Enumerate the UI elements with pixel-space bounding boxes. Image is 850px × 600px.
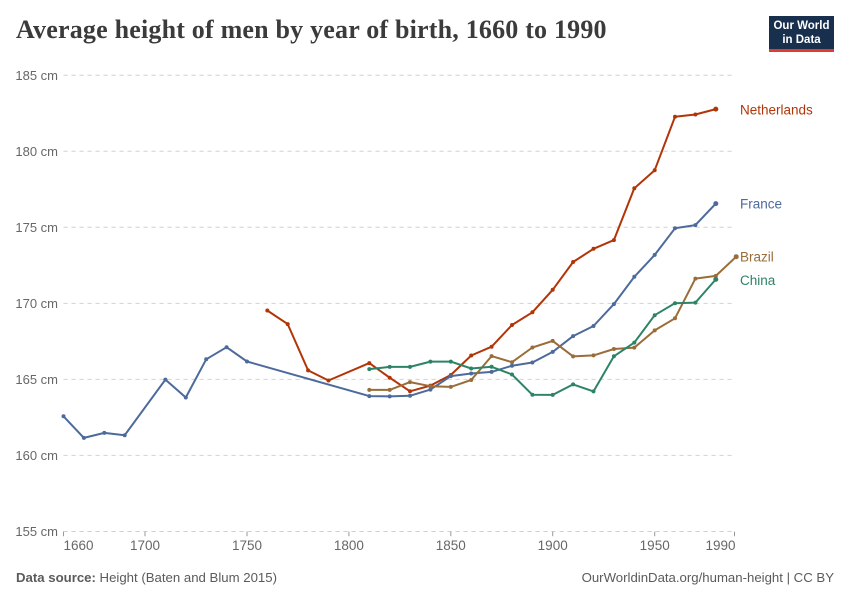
svg-text:1800: 1800	[334, 538, 364, 553]
svg-text:Brazil: Brazil	[740, 250, 774, 265]
svg-text:170 cm: 170 cm	[15, 296, 58, 311]
svg-text:Netherlands: Netherlands	[740, 103, 813, 118]
svg-text:1750: 1750	[232, 538, 262, 553]
svg-text:China: China	[740, 273, 776, 288]
svg-text:185 cm: 185 cm	[15, 68, 58, 83]
svg-text:France: France	[740, 197, 782, 212]
svg-text:1990: 1990	[705, 538, 735, 553]
svg-text:155 cm: 155 cm	[15, 524, 58, 539]
svg-text:1700: 1700	[130, 538, 160, 553]
svg-text:160 cm: 160 cm	[15, 448, 58, 463]
svg-text:1850: 1850	[436, 538, 466, 553]
svg-text:1950: 1950	[640, 538, 670, 553]
svg-text:165 cm: 165 cm	[15, 372, 58, 387]
svg-text:175 cm: 175 cm	[15, 220, 58, 235]
svg-text:180 cm: 180 cm	[15, 144, 58, 159]
svg-text:1900: 1900	[538, 538, 568, 553]
svg-text:1660: 1660	[64, 538, 94, 553]
